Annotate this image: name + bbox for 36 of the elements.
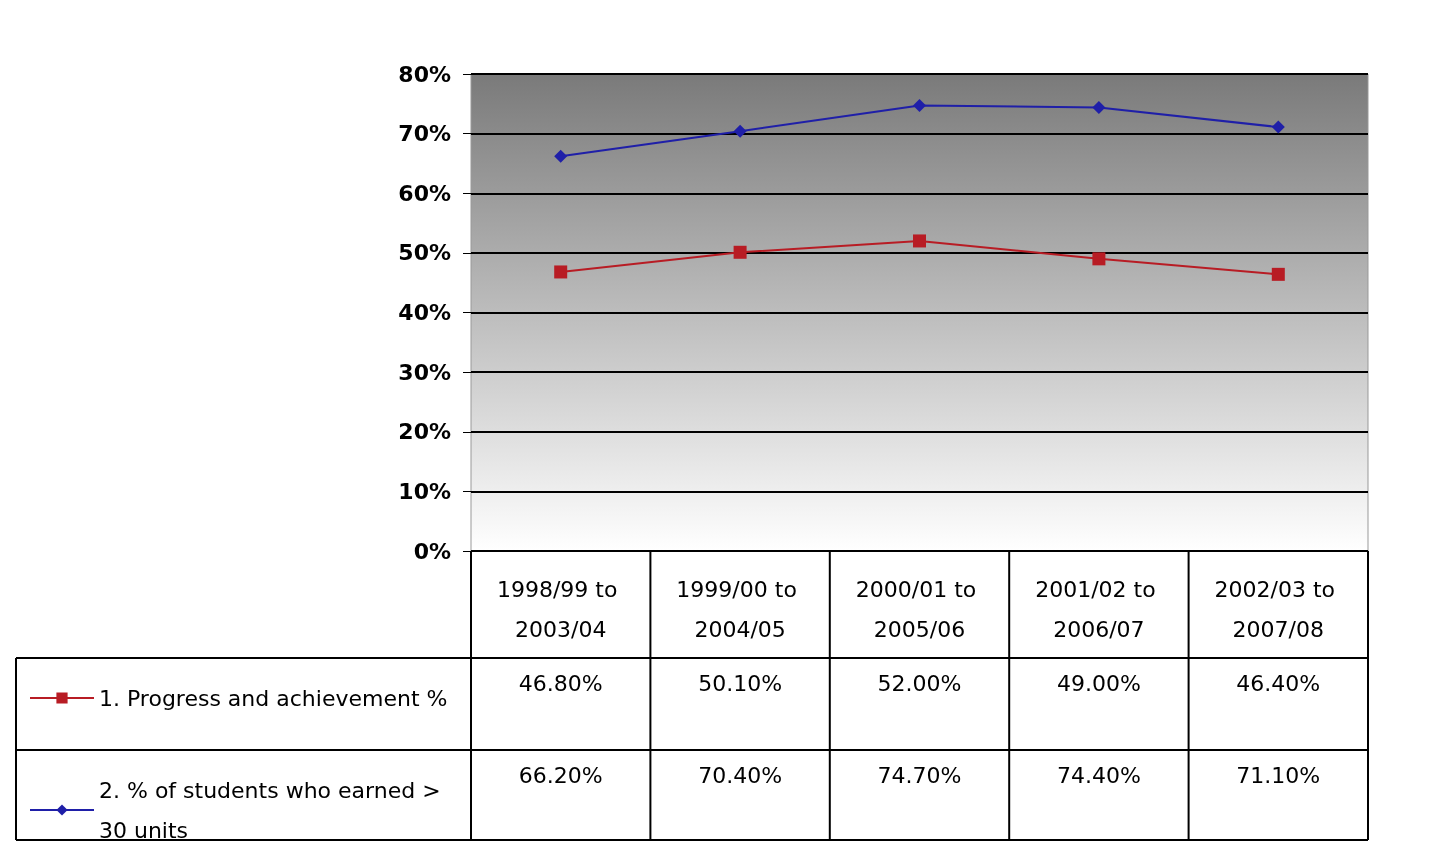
data-label: 52.00% xyxy=(877,670,962,696)
x-tick-label: 2001/02 to 2006/07 xyxy=(1035,576,1163,642)
data-label: 50.10% xyxy=(698,670,783,696)
point xyxy=(913,234,926,248)
point xyxy=(733,124,747,138)
data-label: 46.40% xyxy=(1236,670,1321,696)
y-tick-label: 0% xyxy=(413,538,451,564)
y-tick-label: 70% xyxy=(398,121,451,147)
legend-label: 1. Progress and achievement % xyxy=(99,685,448,711)
point xyxy=(1271,267,1285,281)
x-tick-label: 1999/00 to 2004/05 xyxy=(676,576,804,642)
x-tick-label: 2000/01 to 2005/06 xyxy=(855,576,984,642)
data-label: 66.20% xyxy=(518,762,603,788)
point xyxy=(554,265,568,279)
data-label: 46.80% xyxy=(518,670,603,696)
legend-label: 2. % of students who earned > 30 units xyxy=(99,777,448,843)
data-label: 49.00% xyxy=(1056,670,1141,696)
y-tick-label: 10% xyxy=(398,478,451,504)
y-tick-label: 50% xyxy=(398,240,451,266)
data-label: 70.40% xyxy=(698,762,783,788)
data-label: 71.10% xyxy=(1236,762,1321,788)
y-tick-label: 30% xyxy=(398,359,451,385)
x-tick-label: 2002/03 to 2007/08 xyxy=(1214,576,1343,642)
point xyxy=(554,149,568,163)
point xyxy=(1092,252,1106,266)
point xyxy=(733,245,747,259)
x-tick-label: 1998/99 to 2003/04 xyxy=(496,576,625,642)
y-tick-label: 80% xyxy=(398,61,451,87)
point xyxy=(1271,120,1285,134)
y-tick-label: 40% xyxy=(398,300,451,325)
y-tick-label: 60% xyxy=(398,180,451,206)
point xyxy=(913,99,926,113)
y-tick-label: 20% xyxy=(398,419,451,445)
data-label: 74.40% xyxy=(1056,762,1141,788)
data-label: 74.70% xyxy=(877,762,962,788)
point xyxy=(1092,100,1106,114)
